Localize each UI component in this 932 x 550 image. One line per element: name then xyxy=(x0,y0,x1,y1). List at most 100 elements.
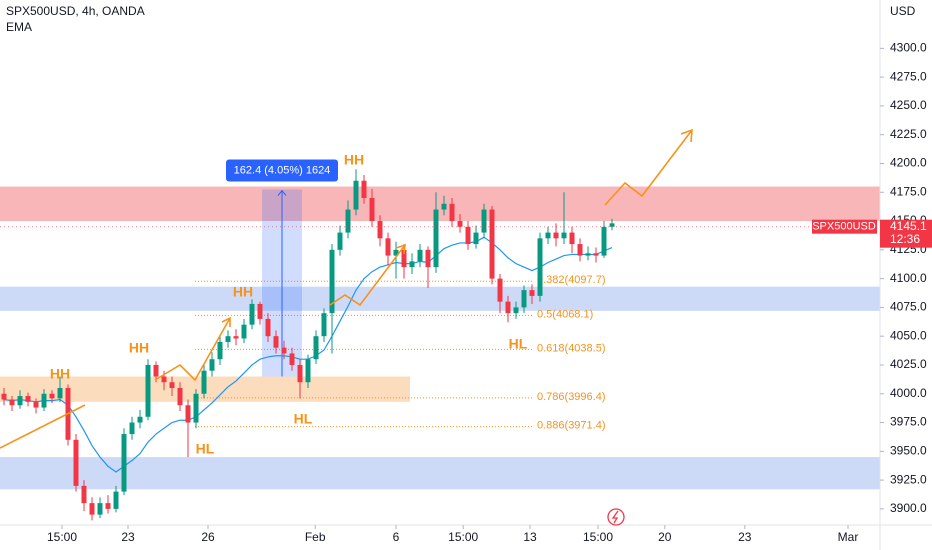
candle-body xyxy=(121,434,127,492)
countdown-label: 12:36 xyxy=(890,232,920,246)
alert-icon[interactable] xyxy=(607,508,625,526)
candle-body xyxy=(153,364,159,377)
indicator-name: EMA xyxy=(6,20,32,34)
y-tick-label: 3900.0 xyxy=(890,501,927,515)
symbol-badge xyxy=(812,219,877,234)
candle-body xyxy=(473,232,479,245)
candle-body xyxy=(225,336,231,342)
fib-label: 0.886(3971.4) xyxy=(537,420,606,432)
candles xyxy=(1,169,615,521)
candle-body xyxy=(369,198,375,222)
pattern-label: HL xyxy=(196,441,215,457)
candle-body xyxy=(129,422,135,435)
x-tick-label: 6 xyxy=(393,530,400,544)
y-tick-label: 4200.0 xyxy=(890,156,927,170)
zone xyxy=(0,186,880,222)
candle-body xyxy=(217,341,223,360)
candle-body xyxy=(425,249,431,268)
candle-body xyxy=(177,387,183,406)
candle-body xyxy=(57,387,63,399)
candle-body xyxy=(105,503,111,509)
candle-body xyxy=(393,249,399,256)
y-tick-label: 4025.0 xyxy=(890,357,927,371)
candle-body xyxy=(81,485,87,504)
candle-body xyxy=(569,232,575,245)
fib-label: 0.618(4038.5) xyxy=(537,342,606,354)
pattern-label: HL xyxy=(294,411,313,427)
x-tick-label: 13 xyxy=(523,530,537,544)
alert-bolt[interactable] xyxy=(611,510,619,524)
candle-body xyxy=(249,303,255,325)
candle-body xyxy=(361,180,367,199)
price-badge xyxy=(880,219,932,248)
candle-body xyxy=(97,503,103,515)
candle-body xyxy=(489,209,495,279)
candle-body xyxy=(25,396,31,402)
candle-body xyxy=(401,249,407,268)
candle-body xyxy=(345,209,351,233)
candle-body xyxy=(537,238,543,296)
zones xyxy=(0,186,880,490)
pattern-label: HH xyxy=(344,152,364,168)
candle-body xyxy=(241,324,247,339)
candle-body xyxy=(113,491,119,509)
y-axis: 3900.0 3925.0 3950.0 3975.0 4000.0 4025.0 4050… xyxy=(880,41,927,515)
fib-label: 0.382(4097.7) xyxy=(537,274,606,286)
last-price: SPX500USD 4145.112:36 xyxy=(0,219,932,248)
candle-body xyxy=(313,336,319,360)
candle-body xyxy=(529,290,535,296)
y-tick-label: 3975.0 xyxy=(890,415,927,429)
candle-body xyxy=(377,221,383,239)
y-tick-label: 4000.0 xyxy=(890,386,927,400)
y-tick-label: 4100.0 xyxy=(890,271,927,285)
candle-body xyxy=(505,301,511,314)
trend-arrows xyxy=(0,128,693,449)
candle-body xyxy=(481,209,487,233)
x-tick-label: Feb xyxy=(305,530,326,544)
pattern-label: HH xyxy=(50,366,70,382)
candle-body xyxy=(273,336,279,348)
pattern-label: HH xyxy=(233,284,253,300)
x-tick-label: 15:00 xyxy=(583,530,613,544)
candle-body xyxy=(601,226,607,256)
measure-arrow-head xyxy=(277,189,287,196)
y-tick-label: 3925.0 xyxy=(890,472,927,486)
x-tick-label: 15:00 xyxy=(47,530,77,544)
candle-body xyxy=(1,393,7,400)
x-tick-label: 15:00 xyxy=(448,530,478,544)
candle-body xyxy=(9,399,15,406)
candle-body xyxy=(145,364,151,417)
candle-body xyxy=(305,359,311,383)
alert-circle[interactable] xyxy=(607,508,625,526)
candle-body xyxy=(385,238,391,256)
measure-label-bg xyxy=(226,159,338,182)
candle-body xyxy=(409,261,415,268)
x-axis: 15:00 23 26 Feb 6 15:00 13 15:00 20 23 Mar xyxy=(47,525,858,544)
candle-body xyxy=(553,232,559,239)
candle-body xyxy=(433,209,439,268)
candle-body xyxy=(585,253,591,256)
candle-body xyxy=(353,180,359,210)
arrow xyxy=(221,316,231,327)
pattern-label: HL xyxy=(509,336,528,352)
candle-body xyxy=(137,416,143,423)
candle-body xyxy=(73,439,79,486)
y-axis-unit: USD xyxy=(890,4,916,18)
candle-body xyxy=(465,226,471,245)
candle-body xyxy=(561,232,567,239)
zone xyxy=(0,457,880,490)
arrow xyxy=(154,317,231,382)
candle-body xyxy=(521,290,527,308)
candle-body xyxy=(321,313,327,337)
candle-body xyxy=(265,318,271,337)
candle-body xyxy=(233,336,239,339)
candle-body xyxy=(89,503,95,515)
candle-body xyxy=(257,303,263,319)
candle-body xyxy=(169,382,175,388)
y-tick-label: 4225.0 xyxy=(890,127,927,141)
candle-body xyxy=(593,253,599,256)
y-tick-label: 4275.0 xyxy=(890,69,927,83)
candle-body xyxy=(577,244,583,256)
candle-body xyxy=(441,203,447,210)
